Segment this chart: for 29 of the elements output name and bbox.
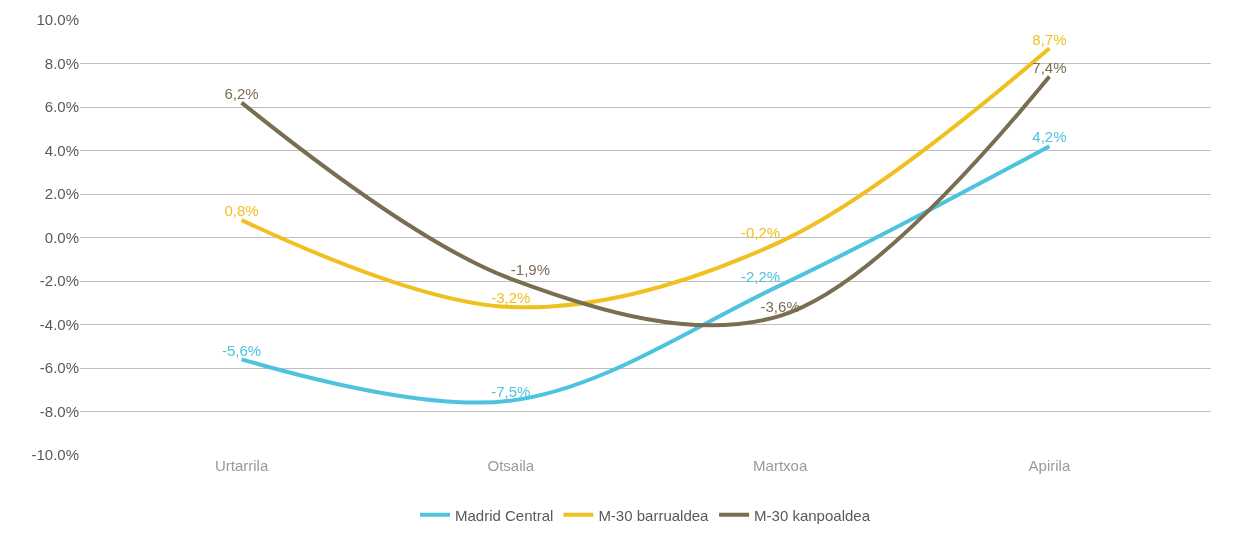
y-tick-label: -2.0% bbox=[39, 272, 79, 290]
data-label: -5,6% bbox=[221, 341, 262, 359]
data-label: -0,2% bbox=[740, 224, 781, 242]
y-tick-label: -4.0% bbox=[39, 315, 79, 333]
legend-label: M-30 barrualdea bbox=[598, 506, 710, 524]
data-label: -1,9% bbox=[510, 261, 551, 279]
y-tick-label: 8.0% bbox=[44, 54, 79, 72]
data-label: 8,7% bbox=[1032, 30, 1067, 48]
data-label: -7,5% bbox=[491, 382, 531, 400]
data-label: -2,2% bbox=[740, 267, 781, 285]
data-label: 4,2% bbox=[1032, 128, 1067, 146]
y-tick-label: 4.0% bbox=[44, 141, 79, 159]
x-tick-label: Martxoa bbox=[753, 457, 808, 474]
legend-label: M-30 kanpoaldea bbox=[754, 506, 871, 524]
y-tick-label: -6.0% bbox=[39, 359, 79, 377]
y-tick-label: 6.0% bbox=[44, 98, 79, 116]
data-label: 0,8% bbox=[224, 202, 259, 220]
y-tick-label: -8.0% bbox=[39, 402, 79, 420]
data-label: 7,4% bbox=[1032, 58, 1067, 76]
y-tick-label: 10.0% bbox=[36, 11, 79, 29]
y-tick-label: 0.0% bbox=[44, 228, 79, 246]
x-tick-label: Otsaila bbox=[487, 457, 535, 474]
x-tick-label: Apirila bbox=[1028, 457, 1071, 474]
legend-label: Madrid Central bbox=[455, 506, 554, 524]
y-tick-label: 2.0% bbox=[44, 185, 79, 203]
x-tick-label: Urtarrila bbox=[214, 457, 269, 474]
data-label: 6,2% bbox=[224, 84, 259, 102]
y-tick-label: -10.0% bbox=[31, 446, 79, 464]
data-label: -3,2% bbox=[491, 289, 531, 307]
